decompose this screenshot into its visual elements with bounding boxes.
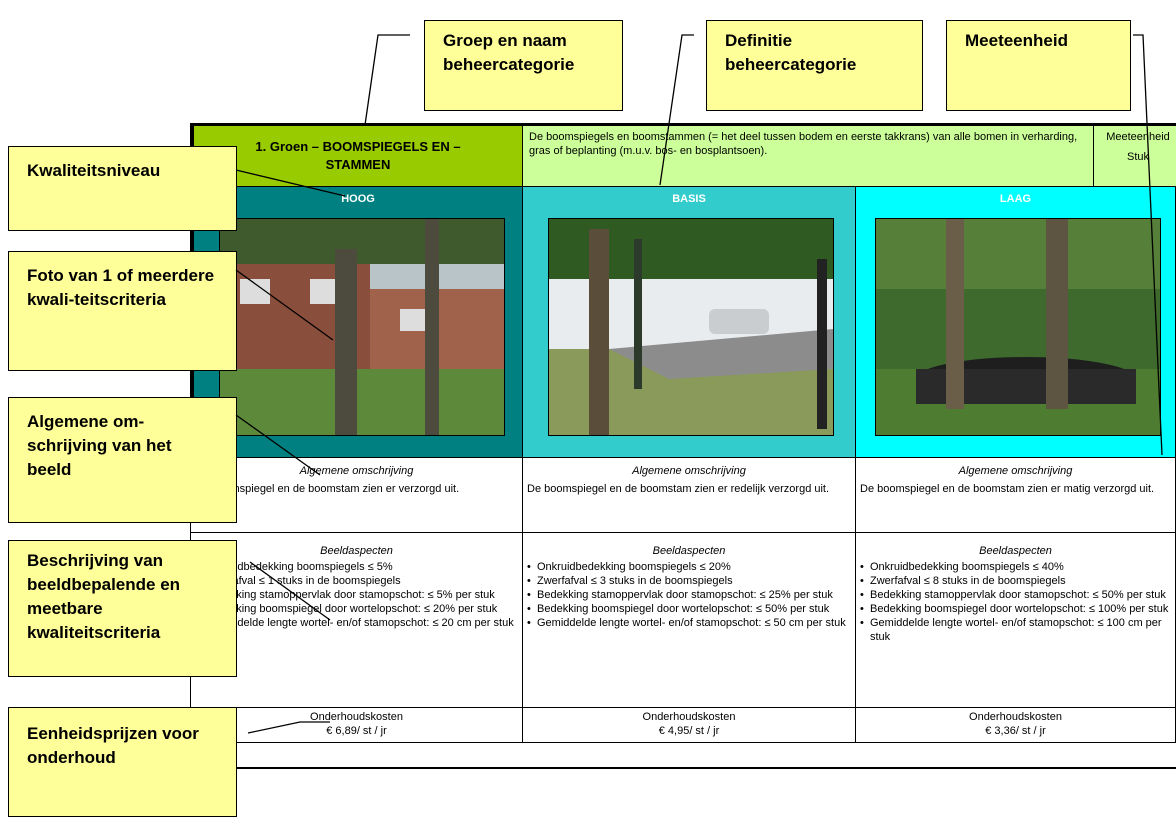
definition: De boomspiegels en boomstammen (= het de… xyxy=(529,131,1078,157)
level-name: BASIS xyxy=(672,193,706,205)
cost-label: Onderhoudskosten xyxy=(969,711,1062,723)
aspect: Onkruidbedekking boomspiegels ≤ 5% xyxy=(195,560,518,574)
photo-shape xyxy=(424,219,439,435)
unit-cell: Meeteenheid Stuk xyxy=(1093,125,1176,187)
photo xyxy=(548,218,834,436)
aspect: Gemiddelde lengte wortel- en/of stamopsc… xyxy=(195,616,518,630)
callout-criteria: Beschrijving van beeldbepalende en meetb… xyxy=(8,540,237,677)
description-cell: Algemene omschrijving De boomspiegel en d… xyxy=(855,457,1176,533)
callout-photo: Foto van 1 of meerdere kwali-teitscriter… xyxy=(8,251,237,371)
description-heading: Algemene omschrijving xyxy=(632,465,746,477)
aspect: Zwerfafval ≤ 3 stuks in de boomspiegels xyxy=(527,574,851,588)
photo xyxy=(874,218,1161,436)
description-heading: Algemene omschrijving xyxy=(958,465,1073,477)
photo xyxy=(218,218,505,436)
cost: € 4,95/ st / jr xyxy=(658,725,720,737)
aspect: Gemiddelde lengte wortel- en/of stamopsc… xyxy=(860,616,1171,644)
photo-shape xyxy=(634,239,642,389)
photo-shape xyxy=(219,219,504,264)
aspects-list: Onkruidbedekking boomspiegels ≤ 5%Zwerfa… xyxy=(195,560,518,630)
aspects-heading: Beeldaspecten xyxy=(320,545,393,557)
level-cell: HOOG xyxy=(190,186,523,458)
cost-label: Onderhoudskosten xyxy=(310,711,403,723)
cost-label: Onderhoudskosten xyxy=(642,711,736,723)
photo-shape xyxy=(609,329,833,379)
group-name: 1. Groen – BOOMSPIEGELS EN – STAMMEN xyxy=(255,139,461,172)
aspect: Onkruidbedekking boomspiegels ≤ 20% xyxy=(527,560,851,574)
aspect: Gemiddelde lengte wortel- en/of stamopsc… xyxy=(527,616,851,630)
description: De boomspiegel en de boomstam zien er ma… xyxy=(860,483,1155,495)
level-cell: LAAG xyxy=(855,186,1176,458)
callout-prices: Eenheidsprijzen voor onderhoud xyxy=(8,707,237,817)
photo-shape xyxy=(709,309,769,334)
callout-description: Algemene om-schrijving van het beeld xyxy=(8,397,237,523)
photo-shape xyxy=(817,259,827,429)
callout-group: Groep en naam beheercategorie xyxy=(424,20,623,111)
description-heading: Algemene omschrijving xyxy=(299,465,414,477)
aspects-cell: Beeldaspecten Onkruidbedekking boomspiege… xyxy=(190,532,523,708)
callout-definition: Definitie beheercategorie xyxy=(706,20,923,111)
description-cell: Algemene omschrijving De boomspiegel en d… xyxy=(190,457,523,533)
leader-line xyxy=(364,34,410,126)
aspects-cell: Beeldaspecten Onkruidbedekking boomspiege… xyxy=(855,532,1176,708)
aspects-list: Onkruidbedekking boomspiegels ≤ 40%Zwerf… xyxy=(860,560,1171,644)
callout-unit: Meeteenheid xyxy=(946,20,1131,111)
aspects-cell: Beeldaspecten Onkruidbedekking boomspiege… xyxy=(522,532,856,708)
aspect: Zwerfafval ≤ 8 stuks in de boomspiegels xyxy=(860,574,1171,588)
level-name: HOOG xyxy=(341,193,375,205)
bottom-rule xyxy=(190,767,1176,769)
aspect: Onkruidbedekking boomspiegels ≤ 40% xyxy=(860,560,1171,574)
unit-label: Meeteenheid xyxy=(1106,131,1170,143)
level-cell: BASIS xyxy=(522,186,856,458)
description-cell: Algemene omschrijving De boomspiegel en d… xyxy=(522,457,856,533)
photo-shape xyxy=(589,229,609,435)
description: De boomspiegel en de boomstam zien er ve… xyxy=(195,483,460,495)
photo-shape xyxy=(334,249,357,435)
photo-shape xyxy=(1045,219,1068,409)
level-name: LAAG xyxy=(999,193,1032,205)
aspect: Bedekking boomspiegel door wortelopschot… xyxy=(860,602,1171,616)
photo-shape xyxy=(219,369,504,435)
photo-shape xyxy=(875,219,1160,289)
photo-shape xyxy=(945,219,964,409)
aspects-heading: Beeldaspecten xyxy=(652,545,726,557)
cost: € 3,36/ st / jr xyxy=(985,725,1046,737)
aspects-list: Onkruidbedekking boomspiegels ≤ 20%Zwerf… xyxy=(527,560,851,630)
aspect: Bedekking stamoppervlak door stamopschot… xyxy=(860,588,1171,602)
aspect: Bedekking stamoppervlak door stamopschot… xyxy=(195,588,518,602)
cost: € 6,89/ st / jr xyxy=(326,725,387,737)
callout-level: Kwaliteitsniveau xyxy=(8,146,237,231)
aspect: Bedekking stamoppervlak door stamopschot… xyxy=(527,588,851,602)
definition-cell: De boomspiegels en boomstammen (= het de… xyxy=(522,125,1094,187)
photo-shape xyxy=(239,279,270,304)
aspect: Bedekking boomspiegel door wortelopschot… xyxy=(195,602,518,616)
photo-shape xyxy=(399,309,430,331)
aspects-heading: Beeldaspecten xyxy=(979,545,1052,557)
group-cell: 1. Groen – BOOMSPIEGELS EN – STAMMEN xyxy=(190,125,523,187)
cost-cell: Onderhoudskosten € 4,95/ st / jr xyxy=(522,707,856,743)
unit: Stuk xyxy=(1126,151,1149,163)
aspect: Bedekking boomspiegel door wortelopschot… xyxy=(527,602,851,616)
description: De boomspiegel en de boomstam zien er re… xyxy=(527,483,830,495)
cost-cell: Onderhoudskosten € 6,89/ st / jr xyxy=(190,707,523,743)
cost-cell: Onderhoudskosten € 3,36/ st / jr xyxy=(855,707,1176,743)
aspect: Zwerfafval ≤ 1 stuks in de boomspiegels xyxy=(195,574,518,588)
